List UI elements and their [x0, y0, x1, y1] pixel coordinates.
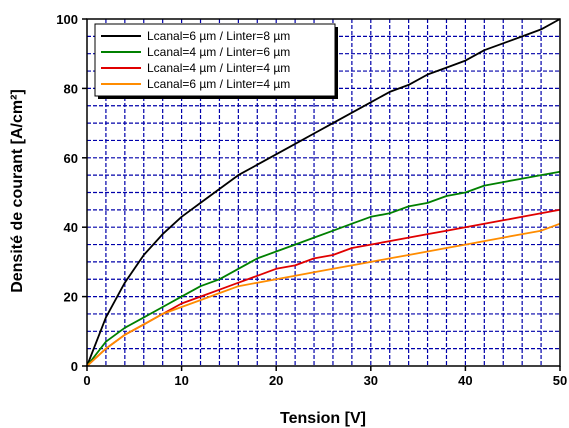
y-tick-label: 100	[56, 12, 78, 27]
axis-ticks: 0 10 20 30 40 50 0 20 40 60 80 100	[56, 12, 567, 388]
x-tick-label: 20	[269, 373, 283, 388]
x-tick-label: 40	[458, 373, 472, 388]
series-line-2	[86, 170, 561, 367]
y-tick-label: 60	[64, 151, 78, 166]
x-tick-label: 30	[364, 373, 378, 388]
series-lines	[86, 18, 561, 367]
series-line-1	[86, 18, 561, 367]
legend-label: Lcanal=6 µm / Linter=4 µm	[147, 77, 290, 91]
series-line-4	[86, 222, 561, 367]
y-axis-title: Densité de courant [A/cm²]	[9, 89, 26, 293]
y-tick-label: 0	[71, 359, 78, 374]
y-tick-label: 20	[64, 290, 78, 305]
plot-frame	[86, 18, 561, 367]
x-axis-title: Tension [V]	[280, 410, 366, 427]
grid	[87, 19, 560, 366]
legend: Lcanal=6 µm / Linter=8 µm Lcanal=4 µm / L…	[94, 23, 338, 99]
legend-label: Lcanal=6 µm / Linter=8 µm	[147, 29, 290, 43]
x-tick-label: 0	[83, 373, 90, 388]
legend-label: Lcanal=4 µm / Linter=4 µm	[147, 61, 290, 75]
legend-label: Lcanal=4 µm / Linter=6 µm	[147, 45, 290, 59]
x-tick-label: 10	[174, 373, 188, 388]
x-tick-label: 50	[553, 373, 567, 388]
y-tick-label: 40	[64, 220, 78, 235]
y-tick-label: 80	[64, 81, 78, 96]
